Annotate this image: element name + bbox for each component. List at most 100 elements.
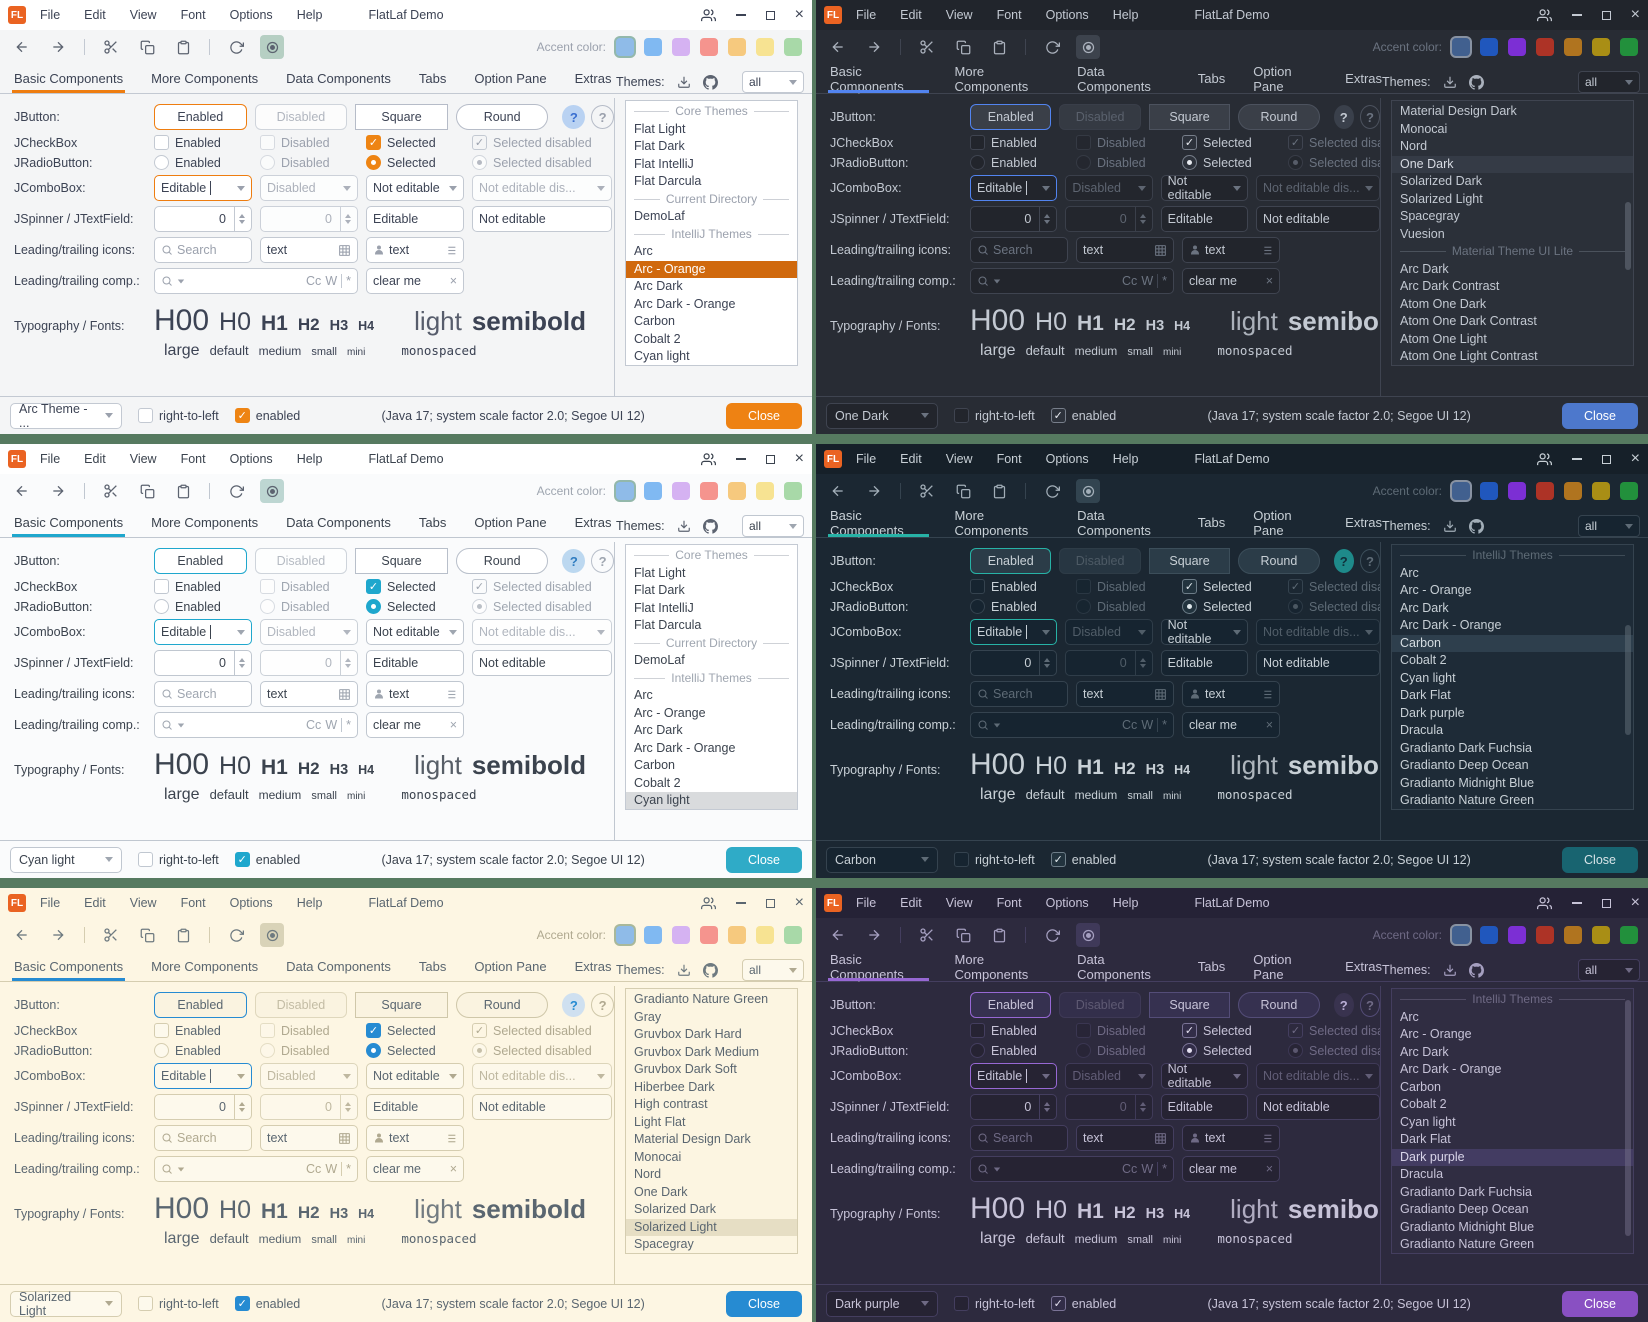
- textfield-editable[interactable]: Editable: [1160, 1094, 1248, 1120]
- menu-view[interactable]: View: [129, 896, 157, 910]
- tab-tabs[interactable]: Tabs: [418, 515, 447, 530]
- spinner[interactable]: 0: [154, 206, 252, 232]
- accent-swatch[interactable]: [728, 38, 746, 56]
- theme-item[interactable]: Dark purple: [1392, 1148, 1633, 1166]
- enabled-button[interactable]: Enabled: [970, 548, 1052, 574]
- menu-view[interactable]: View: [945, 8, 973, 22]
- combo-not-editable[interactable]: Not editable: [366, 1063, 464, 1089]
- theme-item[interactable]: Vuesion: [1400, 226, 1445, 241]
- show-hidden-toggle-icon[interactable]: [1076, 35, 1100, 59]
- theme-item[interactable]: Gradianto Dark Fuchsia: [1400, 740, 1533, 755]
- theme-item[interactable]: Arc Dark: [1400, 261, 1449, 276]
- spinner-arrows[interactable]: [1039, 207, 1051, 231]
- checkbox-enabled[interactable]: [970, 579, 985, 594]
- themes-list[interactable]: Material Design Dark Monocai Nord One Dark S…: [1391, 100, 1634, 366]
- download-icon[interactable]: [1443, 75, 1457, 89]
- theme-item[interactable]: Solarized Dark: [1400, 174, 1482, 188]
- checkbox-selected[interactable]: ✓: [1182, 1023, 1197, 1038]
- radio-enabled[interactable]: [154, 599, 169, 614]
- minimize-icon[interactable]: [1571, 458, 1582, 460]
- combo-not-editable[interactable]: Not editable: [366, 175, 464, 201]
- menu-view[interactable]: View: [129, 8, 157, 22]
- menu-view[interactable]: View: [945, 452, 973, 466]
- refresh-icon[interactable]: [224, 923, 248, 947]
- theme-item[interactable]: Arc Dark - Orange: [634, 740, 736, 755]
- theme-item[interactable]: Arc Dark: [634, 723, 683, 737]
- whole-word-toggle[interactable]: W: [325, 1162, 338, 1176]
- spinner-arrows[interactable]: [234, 207, 245, 231]
- theme-item[interactable]: Hiberbee Dark: [634, 1079, 715, 1094]
- close-button[interactable]: Close: [726, 1290, 802, 1317]
- help-button[interactable]: ?: [1333, 549, 1354, 573]
- download-icon[interactable]: [1443, 519, 1457, 533]
- themes-list-scrollbar[interactable]: [1624, 546, 1632, 808]
- menu-view[interactable]: View: [129, 452, 157, 466]
- text-input-table[interactable]: text: [260, 237, 358, 263]
- themes-list[interactable]: Gradianto Nature Green Gray Gruvbox Dark H…: [625, 988, 798, 1254]
- theme-item[interactable]: Gradianto Midnight Blue: [1400, 1219, 1535, 1234]
- theme-item[interactable]: Spacegray: [634, 1237, 694, 1251]
- theme-item[interactable]: Carbon: [634, 758, 675, 772]
- theme-item[interactable]: Arc - Orange: [1400, 1027, 1472, 1041]
- menu-help[interactable]: Help: [1112, 8, 1139, 22]
- tab-tabs[interactable]: Tabs: [1197, 515, 1226, 530]
- search-with-options-input[interactable]: Cc W *: [970, 268, 1174, 294]
- tab-basic-components[interactable]: Basic Components: [828, 952, 929, 982]
- theme-item[interactable]: Gruvbox Dark Medium: [634, 1044, 760, 1059]
- theme-item[interactable]: Solarized Dark: [634, 1202, 716, 1216]
- right-to-left-checkbox[interactable]: [138, 852, 153, 867]
- radio-selected[interactable]: [1182, 1043, 1197, 1058]
- show-hidden-toggle-icon[interactable]: [260, 35, 284, 59]
- spinner-arrows[interactable]: [1039, 1095, 1051, 1119]
- textfield-editable[interactable]: Editable: [366, 1094, 464, 1120]
- text-input-table[interactable]: text: [260, 1125, 358, 1151]
- accent-swatch[interactable]: [756, 38, 774, 56]
- menu-options[interactable]: Options: [1045, 8, 1089, 22]
- accent-swatch[interactable]: [1620, 38, 1638, 56]
- accent-swatch[interactable]: [756, 926, 774, 944]
- checkbox-selected[interactable]: ✓: [366, 135, 381, 150]
- theme-item[interactable]: Gradianto Nature Green: [1400, 793, 1535, 807]
- tab-option-pane[interactable]: Option Pane: [474, 71, 547, 86]
- tab-tabs[interactable]: Tabs: [418, 71, 447, 86]
- right-to-left-checkbox[interactable]: [138, 408, 153, 423]
- users-icon[interactable]: [700, 452, 716, 467]
- theme-item[interactable]: Solarized Light: [1400, 191, 1483, 206]
- clear-icon[interactable]: ×: [1265, 718, 1273, 732]
- enabled-button[interactable]: Enabled: [970, 992, 1052, 1018]
- theme-item[interactable]: Dark purple: [1400, 705, 1465, 720]
- theme-item[interactable]: Carbon: [634, 314, 675, 328]
- tab-extras[interactable]: Extras: [1345, 515, 1383, 530]
- search-with-options-input[interactable]: Cc W *: [970, 1156, 1174, 1182]
- theme-item[interactable]: Arc: [1400, 565, 1419, 580]
- menu-font[interactable]: Font: [180, 896, 206, 910]
- cut-icon[interactable]: [99, 923, 123, 947]
- text-input-user[interactable]: text: [366, 681, 464, 707]
- cut-icon[interactable]: [99, 35, 123, 59]
- checkbox-selected[interactable]: ✓: [366, 1023, 381, 1038]
- back-icon[interactable]: [826, 35, 850, 59]
- textfield-editable[interactable]: Editable: [366, 650, 464, 676]
- download-icon[interactable]: [677, 963, 691, 977]
- paste-icon[interactable]: [987, 479, 1011, 503]
- accent-swatch[interactable]: [1592, 926, 1610, 944]
- tab-data-components[interactable]: Data Components: [286, 71, 391, 86]
- textfield-editable[interactable]: Editable: [1160, 206, 1248, 232]
- menu-view[interactable]: View: [945, 896, 973, 910]
- themes-list[interactable]: IntelliJ Themes Arc Arc - Orange Arc Dark Ar…: [1391, 988, 1634, 1254]
- back-icon[interactable]: [826, 479, 850, 503]
- theme-item[interactable]: Carbon: [1400, 1079, 1441, 1094]
- theme-item[interactable]: Arc - Orange: [634, 705, 706, 720]
- maximize-icon[interactable]: [765, 898, 775, 908]
- combo-editable[interactable]: Editable: [970, 619, 1058, 645]
- forward-icon[interactable]: [46, 923, 70, 947]
- menu-help[interactable]: Help: [1112, 452, 1139, 466]
- tab-option-pane[interactable]: Option Pane: [1253, 507, 1292, 538]
- help-button[interactable]: ?: [562, 549, 586, 573]
- menu-edit[interactable]: Edit: [84, 452, 106, 466]
- theme-item[interactable]: Nord: [634, 1167, 662, 1181]
- theme-item[interactable]: Nord: [1400, 139, 1428, 153]
- text-input-user[interactable]: text: [1182, 1125, 1280, 1151]
- themes-list[interactable]: Core Themes Flat Light Flat Dark Flat Intel…: [625, 100, 798, 366]
- enabled-checkbox[interactable]: ✓: [234, 408, 250, 423]
